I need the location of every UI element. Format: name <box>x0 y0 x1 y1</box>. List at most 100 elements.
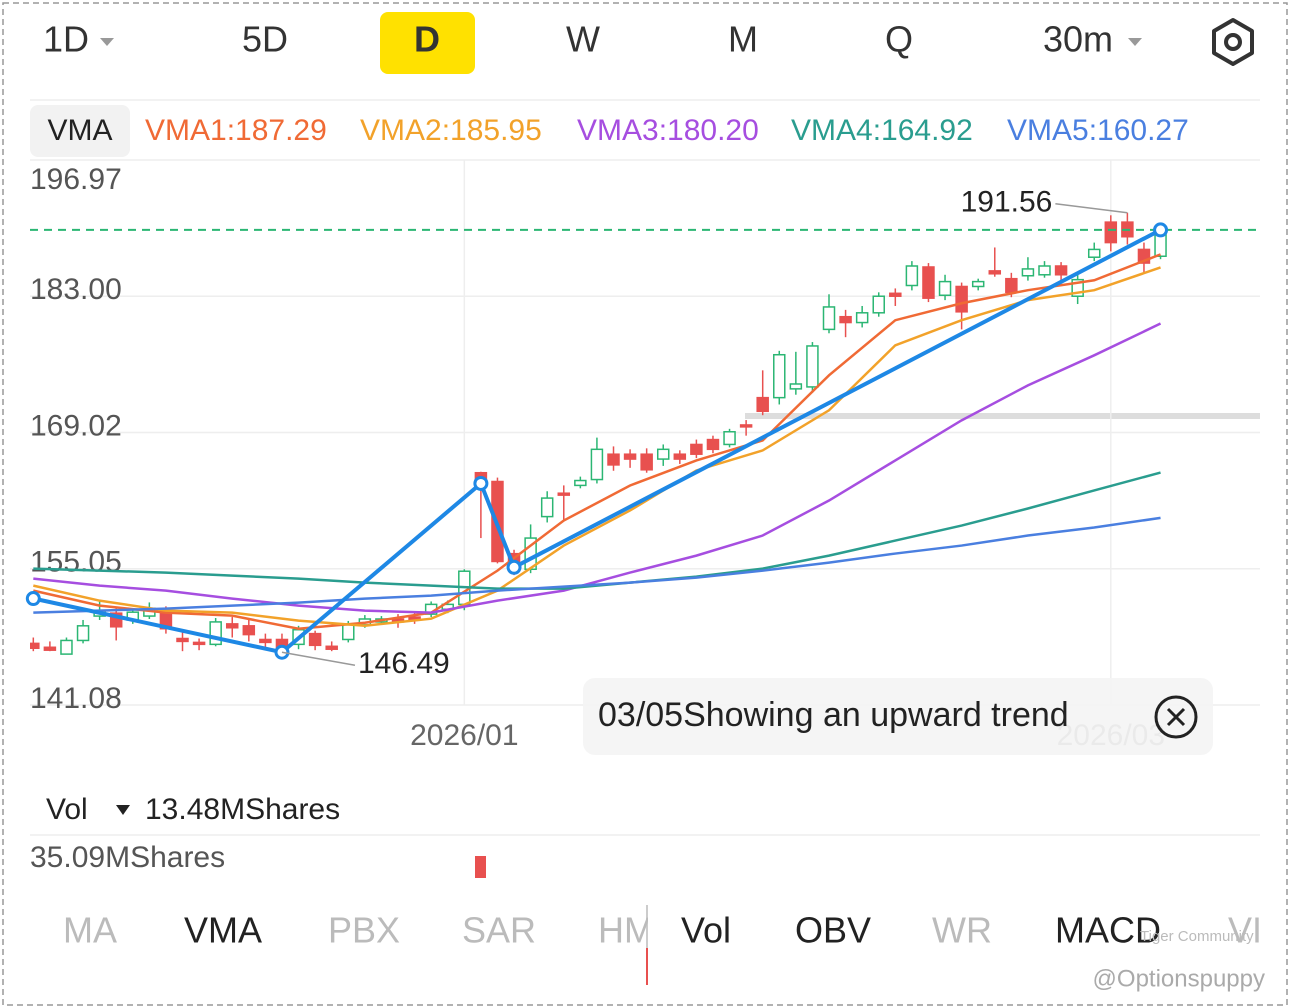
candle-body <box>872 295 885 314</box>
candle-body <box>955 285 968 313</box>
candle-body <box>806 345 819 388</box>
y-tick-label: 141.08 <box>30 682 122 715</box>
timeframe-tab[interactable]: D <box>414 19 440 60</box>
tooltip-close-x <box>1166 707 1186 727</box>
volume-bar <box>475 856 486 878</box>
indicator-tab[interactable]: OBV <box>795 910 871 951</box>
candle-body <box>822 306 836 331</box>
timeframe-tab[interactable]: Q <box>885 19 913 60</box>
plot: 141.08155.05169.02183.00196.972026/01202… <box>25 159 1260 755</box>
indicator-tab[interactable]: MACD <box>1055 910 1161 951</box>
candle-body <box>971 280 985 288</box>
candle-body <box>706 438 720 451</box>
annotation-label: 191.56 <box>961 186 1053 219</box>
candle-body <box>1021 268 1035 277</box>
candle-body <box>60 639 73 655</box>
candle-body <box>242 625 256 636</box>
x-tick-label: 2026/01 <box>410 719 518 752</box>
indicator-chip[interactable] <box>30 105 130 157</box>
timeframe-tab[interactable]: 1D <box>43 19 89 60</box>
y-tick-label: 169.02 <box>30 409 122 442</box>
volume-max: 35.09MShares <box>30 841 225 874</box>
candle-body <box>109 612 123 628</box>
candle-body <box>889 292 902 297</box>
candle-body <box>1071 278 1084 297</box>
candle-body <box>922 266 935 299</box>
candle-body <box>673 453 687 460</box>
candle-body <box>342 624 355 641</box>
indicator-tab[interactable]: PBX <box>328 910 400 951</box>
volume-value: 13.48MShares <box>145 793 340 826</box>
candle-body <box>1087 248 1101 258</box>
annotation-leader <box>281 651 356 666</box>
trend-point[interactable] <box>1153 222 1169 238</box>
indicator-tab[interactable]: SAR <box>462 910 536 951</box>
timeframe-tab[interactable]: W <box>566 19 600 60</box>
candle-body <box>1038 265 1051 276</box>
timeframe-tab[interactable]: 30m <box>1043 19 1113 60</box>
timeframe-tab[interactable]: 5D <box>242 19 288 60</box>
candle-body <box>43 646 57 651</box>
candle-body <box>1137 248 1151 264</box>
indicator-tabs: MA VMA PBX SAR HM Vol OBV WR MACD VI <box>63 910 1262 951</box>
dropdown-arrow[interactable] <box>116 805 130 815</box>
candle-body <box>574 479 587 487</box>
timeframe-tab[interactable]: M <box>728 19 758 60</box>
indicator-tab[interactable]: MA <box>63 910 117 951</box>
annotation-leader <box>1055 203 1128 214</box>
y-tick-label: 183.00 <box>30 273 122 306</box>
candle-body <box>607 453 620 466</box>
settings-icon[interactable] <box>1212 18 1254 66</box>
selected-tab-bg <box>380 12 475 74</box>
candle-body <box>259 638 272 644</box>
candle-body <box>557 492 571 496</box>
candle-body <box>656 448 670 460</box>
candle-body <box>839 315 852 324</box>
vma-legend: VMA1:187.29 <box>145 114 327 147</box>
trend-point[interactable] <box>473 475 489 491</box>
candle-body <box>1054 265 1068 276</box>
candle-body <box>938 280 952 297</box>
indicator-tab[interactable]: Vol <box>681 910 731 951</box>
watermark: Tiger Community <box>1140 928 1254 945</box>
y-tick-label: 155.05 <box>30 546 122 579</box>
vma-legend: VMA3:180.20 <box>577 114 759 147</box>
candle-body <box>176 637 189 643</box>
candle-body <box>723 431 736 446</box>
tooltip-close[interactable] <box>1154 695 1198 739</box>
dropdown-arrow <box>1128 38 1142 46</box>
candle-body <box>1104 221 1118 244</box>
candle-body <box>773 353 786 399</box>
candle-body <box>988 270 1002 275</box>
indicator-tab[interactable]: VMA <box>184 910 262 951</box>
candle-body <box>789 383 803 390</box>
vma-line <box>33 253 1161 631</box>
candle-body <box>30 642 40 649</box>
candle-body <box>590 448 604 481</box>
candle-body <box>540 497 554 518</box>
trend-point[interactable] <box>506 559 522 575</box>
candle-body <box>76 625 90 642</box>
candle-body <box>1005 277 1018 294</box>
annotation-label: 146.49 <box>358 647 450 680</box>
watermark: @Optionspuppy <box>1093 965 1265 992</box>
candle-body <box>225 623 239 629</box>
trend-point[interactable] <box>25 591 41 607</box>
tooltip-text: 03/05Showing an upward trend <box>598 696 1069 734</box>
y-tick-label: 196.97 <box>30 163 122 196</box>
settings-hex <box>1212 18 1254 66</box>
settings-dot <box>1224 33 1242 51</box>
indicator-tab[interactable]: WR <box>932 910 992 951</box>
candle-body <box>209 621 222 646</box>
vma-legend: VMA2:185.95 <box>360 114 542 147</box>
candle-body <box>739 424 753 428</box>
candle-body <box>192 641 206 646</box>
cursor-band <box>745 413 1260 419</box>
indicator-tab[interactable]: VI <box>1228 910 1262 951</box>
indicator-tab[interactable]: HM <box>598 910 654 951</box>
candle-body <box>640 453 653 471</box>
plot-area <box>30 212 1167 655</box>
candle-body <box>855 312 869 324</box>
